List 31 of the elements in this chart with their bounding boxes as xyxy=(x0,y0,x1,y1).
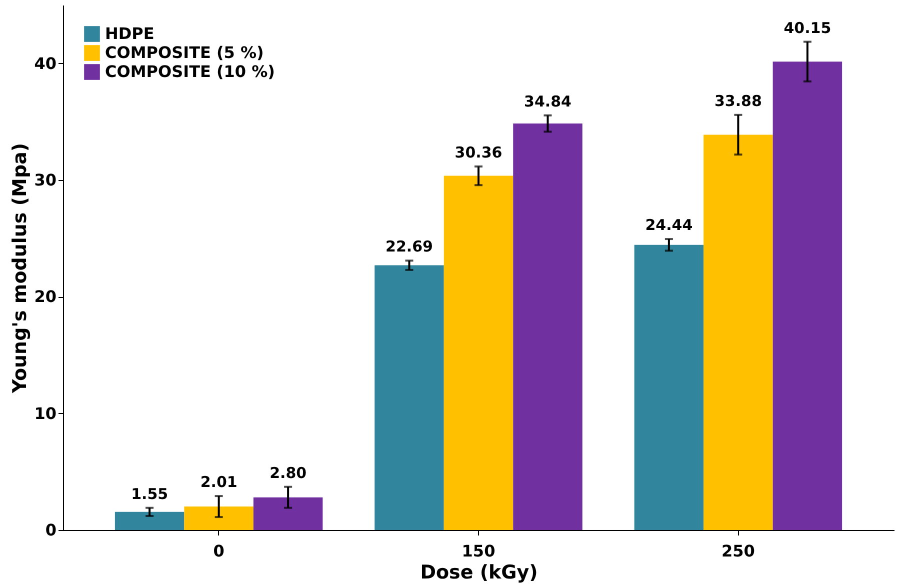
x-tick-label: 150 xyxy=(462,542,496,560)
legend-label: HDPE xyxy=(105,24,154,43)
data-label: 40.15 xyxy=(784,18,832,37)
data-label: 22.69 xyxy=(386,238,433,256)
x-tick-label: 0 xyxy=(213,542,224,560)
x-tick-label: 250 xyxy=(721,542,755,560)
x-axis-title: Dose (kGy) xyxy=(420,562,538,584)
y-tick-label: 10 xyxy=(34,404,56,423)
y-tick-label: 20 xyxy=(34,287,56,306)
y-tick-label: 0 xyxy=(45,520,56,540)
data-label: 2.01 xyxy=(200,473,238,492)
data-label: 2.80 xyxy=(270,464,307,482)
bar xyxy=(772,62,842,530)
data-label: 24.44 xyxy=(645,216,693,234)
data-label: 1.55 xyxy=(131,484,168,503)
bar xyxy=(634,244,704,530)
bar xyxy=(444,176,514,530)
y-tick-label: 40 xyxy=(34,54,56,73)
data-label: 33.88 xyxy=(714,92,762,110)
bar xyxy=(704,134,773,530)
bar xyxy=(184,506,254,530)
bar xyxy=(513,124,582,530)
bar xyxy=(114,512,184,530)
y-tick-label: 30 xyxy=(34,170,56,190)
data-label: 30.36 xyxy=(454,143,502,162)
legend-label: COMPOSITE (5 %) xyxy=(105,43,264,62)
legend-label: COMPOSITE (10 %) xyxy=(105,62,275,81)
bar xyxy=(253,497,323,530)
bar xyxy=(374,265,444,530)
data-label: 34.84 xyxy=(524,92,572,110)
y-axis-title: Young's modulus (Mpa) xyxy=(9,142,32,394)
